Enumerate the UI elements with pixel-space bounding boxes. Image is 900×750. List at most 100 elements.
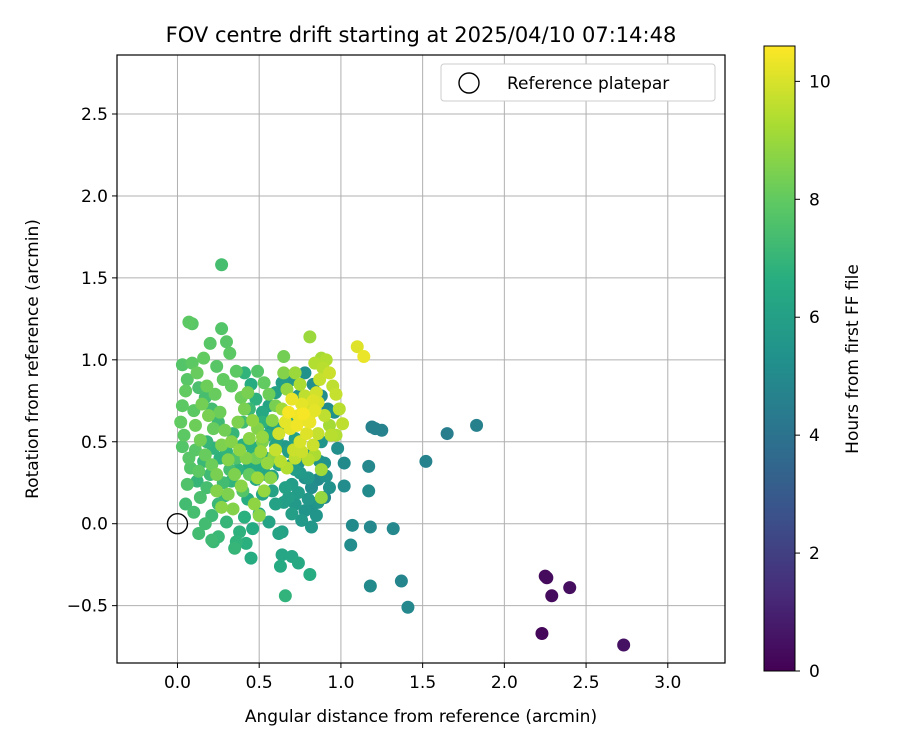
data-point (275, 548, 289, 562)
data-point (220, 335, 234, 349)
data-point (278, 415, 292, 429)
data-point (304, 520, 318, 534)
y-tick-label: 0.5 (81, 433, 108, 453)
grid (117, 55, 725, 663)
data-point (440, 427, 454, 441)
data-point (221, 453, 235, 467)
data-point (192, 527, 206, 541)
data-point (419, 454, 433, 468)
data-point (277, 366, 291, 380)
data-point (180, 477, 194, 491)
data-point (285, 392, 299, 406)
data-point (362, 459, 376, 473)
data-point (233, 443, 247, 457)
data-point (350, 340, 364, 354)
data-point (257, 484, 271, 498)
data-point (357, 350, 371, 364)
data-point (394, 574, 408, 588)
colorbar-tick-label: 10 (809, 72, 831, 92)
data-point (563, 581, 577, 595)
data-point (254, 445, 268, 459)
colorbar: 0 2 4 6 8 10 Hours from first FF file (763, 45, 863, 682)
data-point (231, 415, 245, 429)
y-ticks: −0.5 0.0 0.5 1.0 1.5 2.0 2.5 (67, 105, 117, 617)
x-tick-label: 0.0 (164, 673, 191, 693)
data-point (306, 394, 320, 408)
data-point (237, 510, 251, 524)
data-point (617, 638, 631, 652)
data-point (363, 520, 377, 534)
colorbar-tick-label: 2 (809, 544, 820, 564)
x-tick-label: 3.0 (654, 673, 681, 693)
chart-title: FOV centre drift starting at 2025/04/10 … (166, 23, 677, 47)
data-point (257, 376, 271, 390)
data-point (322, 481, 336, 495)
data-point (278, 481, 292, 495)
data-point (314, 463, 328, 477)
data-point (368, 422, 382, 436)
data-point (345, 518, 359, 532)
data-point (179, 497, 193, 511)
colorbar-frame (763, 45, 796, 672)
data-point (470, 418, 484, 432)
data-point (337, 456, 351, 470)
data-point (241, 386, 255, 400)
data-point (545, 589, 559, 603)
data-point (229, 364, 243, 378)
data-point (187, 505, 201, 519)
data-point (304, 481, 318, 495)
data-point (198, 517, 212, 531)
plot-frame (116, 54, 726, 664)
data-point (251, 364, 265, 378)
data-point (264, 471, 278, 485)
data-point (175, 399, 189, 413)
data-point (210, 359, 224, 373)
data-point (303, 568, 317, 582)
data-point (314, 490, 328, 504)
data-point (224, 379, 238, 393)
data-point (260, 456, 274, 470)
data-point (203, 336, 217, 350)
colorbar-label: Hours from first FF file (843, 264, 863, 454)
data-point (179, 384, 193, 398)
data-point (255, 430, 269, 444)
legend: Reference platepar (440, 63, 716, 102)
data-point (185, 356, 199, 370)
x-axis-label: Angular distance from reference (arcmin) (245, 707, 597, 727)
data-point (288, 366, 302, 380)
data-point (301, 492, 315, 506)
data-point (298, 366, 312, 380)
x-ticks: 0.0 0.5 1.0 1.5 2.0 2.5 3.0 (164, 663, 681, 693)
data-point (540, 571, 554, 585)
data-point (282, 405, 296, 419)
y-tick-label: 1.5 (81, 269, 108, 289)
colorbar-tick-label: 6 (809, 308, 820, 328)
legend-box (440, 63, 716, 102)
data-point (332, 402, 346, 416)
data-point (303, 330, 317, 344)
data-point (252, 509, 266, 523)
data-point (322, 366, 336, 380)
y-tick-label: 2.0 (81, 187, 108, 207)
data-point (272, 427, 286, 441)
y-tick-label: 0.0 (81, 515, 108, 535)
colorbar-tick-label: 4 (809, 426, 820, 446)
x-tick-label: 0.5 (246, 673, 273, 693)
data-point (190, 474, 204, 488)
data-point (272, 527, 286, 541)
data-point (226, 502, 240, 516)
data-point (244, 551, 258, 565)
data-point (290, 418, 304, 432)
data-point (213, 405, 227, 419)
data-point (313, 372, 327, 386)
data-point (210, 484, 224, 498)
data-point (362, 484, 376, 498)
data-point (228, 541, 242, 555)
data-point (298, 504, 312, 518)
data-point (318, 409, 332, 423)
y-tick-label: 2.5 (81, 105, 108, 125)
data-point (177, 428, 191, 442)
x-tick-label: 1.0 (327, 673, 354, 693)
data-point (324, 428, 338, 442)
